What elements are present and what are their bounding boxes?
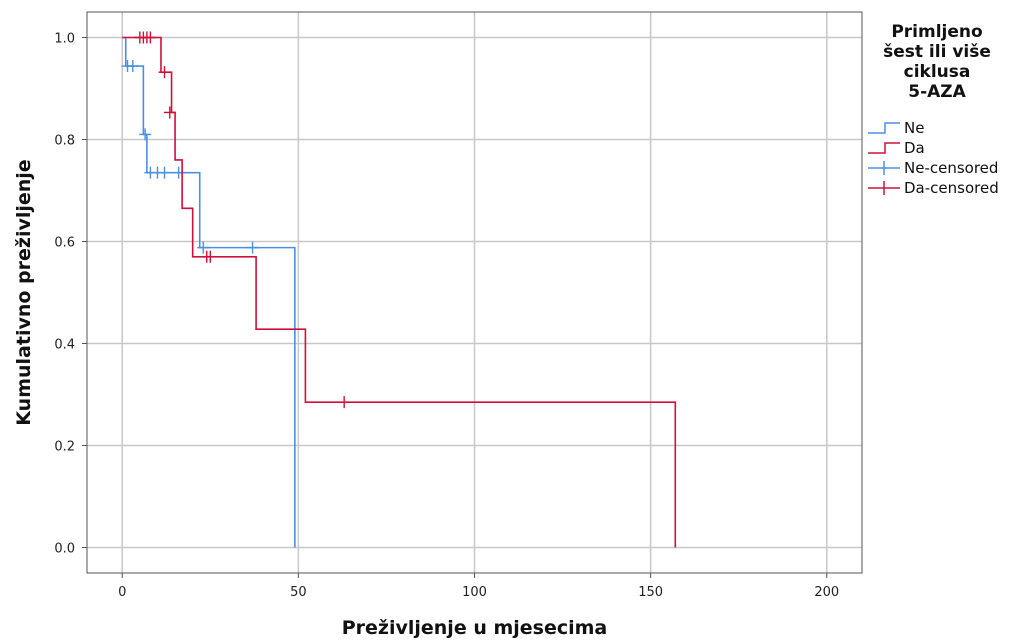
- x-tick-label: 150: [638, 585, 663, 600]
- legend-censor-swatch: [868, 161, 900, 175]
- legend-step-swatch: [868, 142, 900, 154]
- plot-series: [121, 31, 677, 548]
- legend-label: Ne: [904, 119, 924, 137]
- legend-label: Ne-censored: [904, 159, 998, 177]
- censor-mark-ne: [139, 128, 152, 141]
- y-tick-label: 0.2: [54, 440, 75, 455]
- legend-title-line: ciklusa: [904, 62, 971, 82]
- censor-mark-ne: [246, 241, 259, 254]
- x-tick-label: 50: [290, 585, 307, 600]
- x-axis-title: Preživljenje u mjesecima: [342, 617, 608, 639]
- censor-mark-da: [158, 66, 171, 79]
- censor-mark-da: [144, 31, 157, 44]
- legend-label: Da: [904, 139, 925, 157]
- legend-title-line: Primljeno: [891, 22, 982, 42]
- y-tick-label: 0.6: [54, 236, 75, 251]
- x-tick-label: 200: [814, 585, 839, 600]
- x-tick-label: 100: [462, 585, 487, 600]
- y-tick-label: 0.4: [54, 338, 75, 353]
- y-tick-label: 0.8: [54, 134, 75, 149]
- series-line-da: [122, 36, 677, 548]
- legend-item: Ne: [868, 119, 924, 137]
- axes: [82, 11, 863, 578]
- censor-mark-da: [204, 250, 217, 263]
- y-tick-label: 0.0: [54, 542, 75, 557]
- legend-item: Da: [868, 139, 925, 157]
- legend-title-line: šest ili više: [883, 42, 991, 62]
- legend-censor-swatch: [868, 181, 900, 195]
- legend-item: Ne-censored: [868, 159, 998, 177]
- series-line-ne: [122, 36, 296, 548]
- grid-lines: [87, 12, 862, 573]
- x-tick-label: 0: [118, 585, 126, 600]
- legend-item: Da-censored: [868, 179, 999, 197]
- y-axis-title: Kumulativno preživljenje: [13, 159, 35, 425]
- censor-mark-ne: [158, 166, 171, 179]
- legend-label: Da-censored: [904, 179, 999, 197]
- censor-mark-ne: [197, 241, 210, 254]
- censor-mark-da: [338, 396, 351, 409]
- y-tick-label: 1.0: [54, 32, 75, 47]
- tick-labels: 0 50 100 150 200 0.0 0.2 0.4 0.6 0.8 1.0: [54, 32, 839, 601]
- censor-mark-ne: [126, 60, 139, 73]
- legend-title-line: 5-AZA: [908, 82, 966, 102]
- legend-step-swatch: [868, 122, 900, 134]
- censor-mark-da: [163, 106, 176, 119]
